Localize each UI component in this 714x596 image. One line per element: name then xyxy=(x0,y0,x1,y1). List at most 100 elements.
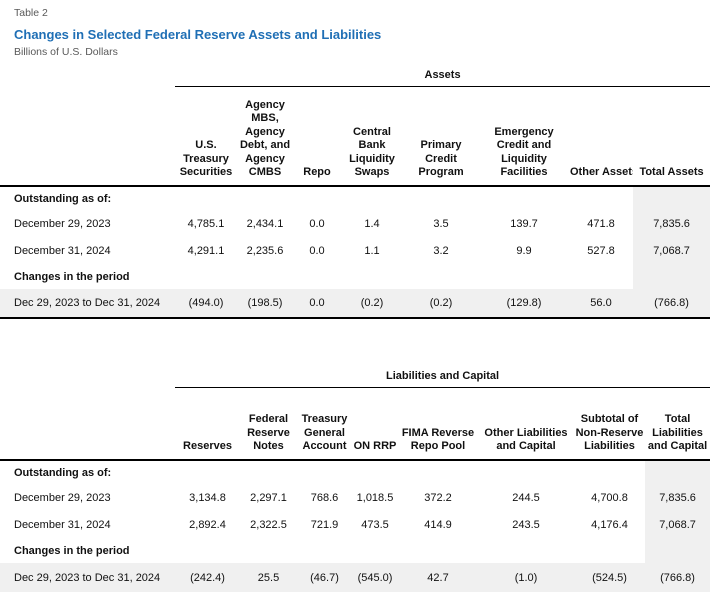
liabilities-table: Liabilities and Capital Reserves Federal… xyxy=(0,365,711,593)
total-value-cell: 7,068.7 xyxy=(645,511,711,539)
empty-cell xyxy=(0,64,175,86)
empty-cell xyxy=(633,264,711,290)
value-cell: (46.7) xyxy=(297,563,352,593)
value-cell: 244.5 xyxy=(512,491,540,504)
column-header-primary-credit: Primary Credit Program xyxy=(403,86,479,188)
group-header-row: Assets xyxy=(0,64,711,87)
empty-cell xyxy=(175,186,633,210)
section-row-changes: Changes in the period xyxy=(0,538,711,564)
column-header-other-assets: Other Assets xyxy=(569,86,633,188)
page-title: Changes in Selected Federal Reserve Asse… xyxy=(14,26,382,42)
empty-cell xyxy=(645,460,711,485)
value-cell: 473.5 xyxy=(361,518,389,531)
column-header-reserves: Reserves xyxy=(175,387,240,462)
value-cell: (0.2) xyxy=(341,289,403,320)
value-cell: 243.5 xyxy=(512,518,540,531)
value-cell: 1.4 xyxy=(364,217,380,230)
empty-cell xyxy=(175,538,645,563)
value-cell: 4,700.8 xyxy=(591,491,628,504)
column-header-row: Reserves Federal Reserve Notes Treasury … xyxy=(0,387,711,462)
assets-group-header: Assets xyxy=(175,64,711,87)
column-header-on-rrp: ON RRP xyxy=(352,387,398,462)
value-cell: (0.2) xyxy=(403,289,479,320)
row-label: December 31, 2024 xyxy=(14,518,111,531)
units-subtitle: Billions of U.S. Dollars xyxy=(14,45,118,58)
value-cell: 471.8 xyxy=(587,217,615,230)
column-header-subtotal-nonreserve: Subtotal of Non-Reserve Liabilities xyxy=(574,387,645,462)
empty-cell xyxy=(633,186,711,211)
total-value-cell: 7,068.7 xyxy=(633,237,711,265)
value-cell: 1,018.5 xyxy=(356,491,394,504)
value-cell: 9.9 xyxy=(516,244,532,257)
column-header-total-liabilities: Total Liabilities and Capital xyxy=(645,387,711,462)
column-header-us-treasury: U.S. Treasury Securities xyxy=(175,86,237,188)
value-cell: (129.8) xyxy=(479,289,569,320)
column-header-frn: Federal Reserve Notes xyxy=(240,387,297,462)
table-row: December 31, 2024 2,892.4 2,322.5 721.9 … xyxy=(0,511,711,539)
empty-cell xyxy=(175,460,645,484)
value-cell: (1.0) xyxy=(478,563,574,593)
column-header-emergency-credit: Emergency Credit and Liquidity Facilitie… xyxy=(479,86,569,188)
column-header-row: U.S. Treasury Securities Agency MBS, Age… xyxy=(0,86,711,188)
value-cell: 56.0 xyxy=(569,289,633,320)
value-cell: 2,322.5 xyxy=(250,518,287,531)
value-cell: (524.5) xyxy=(574,563,645,593)
section-label: Changes in the period xyxy=(14,270,130,283)
empty-cell xyxy=(0,365,175,387)
value-cell: 527.8 xyxy=(587,244,615,257)
column-header-repo: Repo xyxy=(293,86,341,188)
section-row-changes: Changes in the period xyxy=(0,264,711,290)
value-cell: 3.2 xyxy=(433,244,449,257)
change-row: Dec 29, 2023 to Dec 31, 2024 (494.0) (19… xyxy=(0,289,711,320)
row-label: Dec 29, 2023 to Dec 31, 2024 xyxy=(0,289,175,320)
row-label: December 29, 2023 xyxy=(14,491,111,504)
value-cell: 4,291.1 xyxy=(187,244,225,257)
value-cell: 3,134.8 xyxy=(189,491,226,504)
value-cell: 768.6 xyxy=(310,491,339,504)
value-cell: (494.0) xyxy=(175,289,237,320)
row-label: Dec 29, 2023 to Dec 31, 2024 xyxy=(0,563,175,593)
value-cell: 42.7 xyxy=(398,563,478,593)
value-cell: (545.0) xyxy=(352,563,398,593)
table-row: December 29, 2023 3,134.8 2,297.1 768.6 … xyxy=(0,484,711,512)
row-label: December 29, 2023 xyxy=(14,217,111,230)
row-label: December 31, 2024 xyxy=(14,244,111,257)
empty-cell xyxy=(645,538,711,564)
section-row-outstanding: Outstanding as of: xyxy=(0,186,711,211)
section-label: Outstanding as of: xyxy=(14,466,112,479)
value-cell: 372.2 xyxy=(424,491,452,504)
column-header-agency-mbs: Agency MBS, Agency Debt, and Agency CMBS xyxy=(237,86,293,188)
value-cell: 0.0 xyxy=(309,244,325,257)
total-value-cell: (766.8) xyxy=(645,563,711,593)
table-label: Table 2 xyxy=(14,7,48,19)
liabilities-group-header: Liabilities and Capital xyxy=(175,365,711,388)
column-header-cb-liquidity-swaps: Central Bank Liquidity Swaps xyxy=(341,86,403,188)
value-cell: 0.0 xyxy=(293,289,341,320)
change-row: Dec 29, 2023 to Dec 31, 2024 (242.4) 25.… xyxy=(0,563,711,593)
value-cell: 2,434.1 xyxy=(246,217,284,230)
section-label: Outstanding as of: xyxy=(14,192,112,205)
value-cell: 139.7 xyxy=(510,217,538,230)
value-cell: 0.0 xyxy=(309,217,325,230)
empty-cell xyxy=(0,387,175,462)
column-header-total-assets: Total Assets xyxy=(633,86,711,188)
column-header-other-liabilities: Other Liabilities and Capital xyxy=(478,387,574,462)
value-cell: (198.5) xyxy=(237,289,293,320)
value-cell: 414.9 xyxy=(424,518,452,531)
value-cell: 1.1 xyxy=(364,244,380,257)
assets-table: Assets U.S. Treasury Securities Agency M… xyxy=(0,64,711,320)
value-cell: 3.5 xyxy=(433,217,449,230)
column-header-fima: FIMA Reverse Repo Pool xyxy=(398,387,478,462)
section-row-outstanding: Outstanding as of: xyxy=(0,460,711,485)
total-value-cell: 7,835.6 xyxy=(645,484,711,512)
total-value-cell: (766.8) xyxy=(633,289,711,320)
value-cell: 4,176.4 xyxy=(591,518,628,531)
empty-cell xyxy=(0,86,175,188)
table-row: December 31, 2024 4,291.1 2,235.6 0.0 1.… xyxy=(0,237,711,265)
column-header-tga: Treasury General Account xyxy=(297,387,352,462)
value-cell: 2,235.6 xyxy=(246,244,284,257)
value-cell: 721.9 xyxy=(310,518,339,531)
total-value-cell: 7,835.6 xyxy=(633,210,711,238)
group-header-row: Liabilities and Capital xyxy=(0,365,711,388)
